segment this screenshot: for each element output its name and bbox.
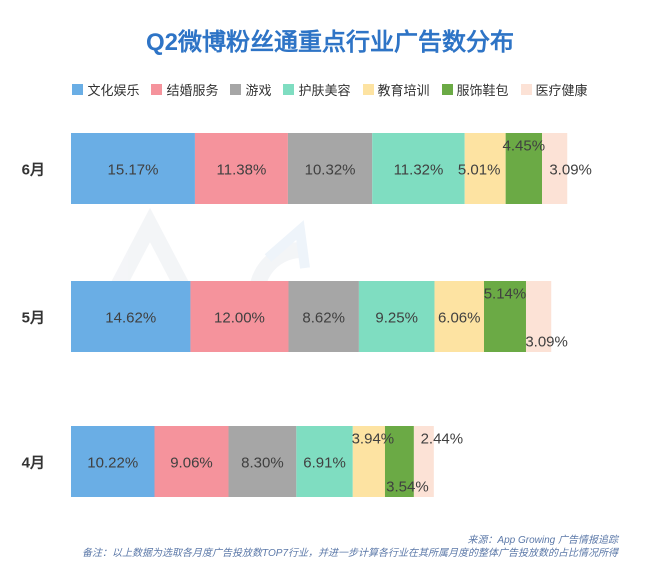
bar-segment [525,281,552,352]
legend-item: 服饰鞋包 [441,80,509,99]
bar-segment [434,281,484,352]
data-label: 12.00% [214,310,265,327]
data-label: 3.09% [549,162,592,179]
legend-swatch [283,84,295,95]
legend-swatch [441,84,453,95]
footer: 来源：App Growing 广告情报追踪 备注：以上数据为选取各月度广告投放数… [20,534,618,560]
legend-label: 游戏 [245,83,272,98]
data-label: 6.06% [438,310,481,327]
legend: 文化娱乐 结婚服务 游戏 护肤美容 教育培训 服饰鞋包 医疗健康 [10,80,650,99]
data-label: 3.94% [352,431,395,448]
bar-segment [71,281,191,352]
category-label: 5月 [22,310,45,327]
data-label: 9.06% [170,455,213,472]
legend-label: 教育培训 [377,83,430,98]
data-label: 5.01% [458,162,501,179]
stacked-bar-chart: 6月 15.17% 11.38% 10.32% 11.32% 5.01%4.45%3.09… [22,133,592,497]
bar-segment [505,133,543,204]
bar-segment [464,133,506,204]
data-label: 5.14% [484,286,527,303]
data-label: 10.22% [87,455,138,472]
bar-segment [542,133,568,204]
bar-segment [288,281,359,352]
data-label: 14.62% [105,310,156,327]
category-label: 4月 [22,455,45,472]
legend-item: 医疗健康 [520,80,588,99]
legend-label: 护肤美容 [298,83,351,98]
bar-segment [296,426,353,497]
bar-segment [71,426,155,497]
data-label: 6.91% [303,455,346,472]
legend-item: 护肤美容 [283,80,351,99]
bar-segment [190,281,289,352]
legend-label: 结婚服务 [166,83,219,98]
bar-segment [71,133,195,204]
data-label: 2.44% [421,431,464,448]
source-text: 来源：App Growing 广告情报追踪 [467,535,618,546]
bar-segment [228,426,297,497]
legend-swatch [362,84,374,95]
bar-segment [194,133,288,204]
legend-swatch [520,84,532,95]
legend-item: 结婚服务 [151,80,218,99]
data-label: 3.54% [386,479,429,496]
legend-item: 教育培训 [362,80,430,99]
bar-segment [287,133,373,204]
data-label: 9.25% [375,310,418,327]
bar-segment [384,426,414,497]
note-text: 备注：以上数据为选取各月度广告投放数TOP7行业，并进一步计算各行业在其所属月度… [82,548,618,559]
legend-label: 服饰鞋包 [456,83,509,98]
data-label: 8.30% [241,455,284,472]
data-label: 15.17% [108,162,159,179]
legend-label: 文化娱乐 [87,83,140,98]
bar-segment [413,426,434,497]
legend-swatch [230,84,242,95]
bar-segment [154,426,229,497]
legend-swatch [72,84,84,95]
data-label: 11.38% [217,162,267,179]
data-label: 4.45% [503,138,546,155]
legend-label: 医疗健康 [535,83,588,98]
bar-segment [358,281,435,352]
legend-item: 文化娱乐 [72,80,139,99]
legend-item: 游戏 [230,80,271,99]
bar-segment [352,426,385,497]
data-label: 8.62% [302,310,345,327]
data-label: 11.32% [394,162,444,179]
data-label: 10.32% [305,162,356,179]
data-label: 3.09% [525,334,568,351]
legend-swatch [151,84,163,95]
bar-segment [483,281,526,352]
category-label: 6月 [22,162,45,179]
chart-title: Q2微博粉丝通重点行业广告数分布 [145,29,514,56]
bar-segment [372,133,465,204]
